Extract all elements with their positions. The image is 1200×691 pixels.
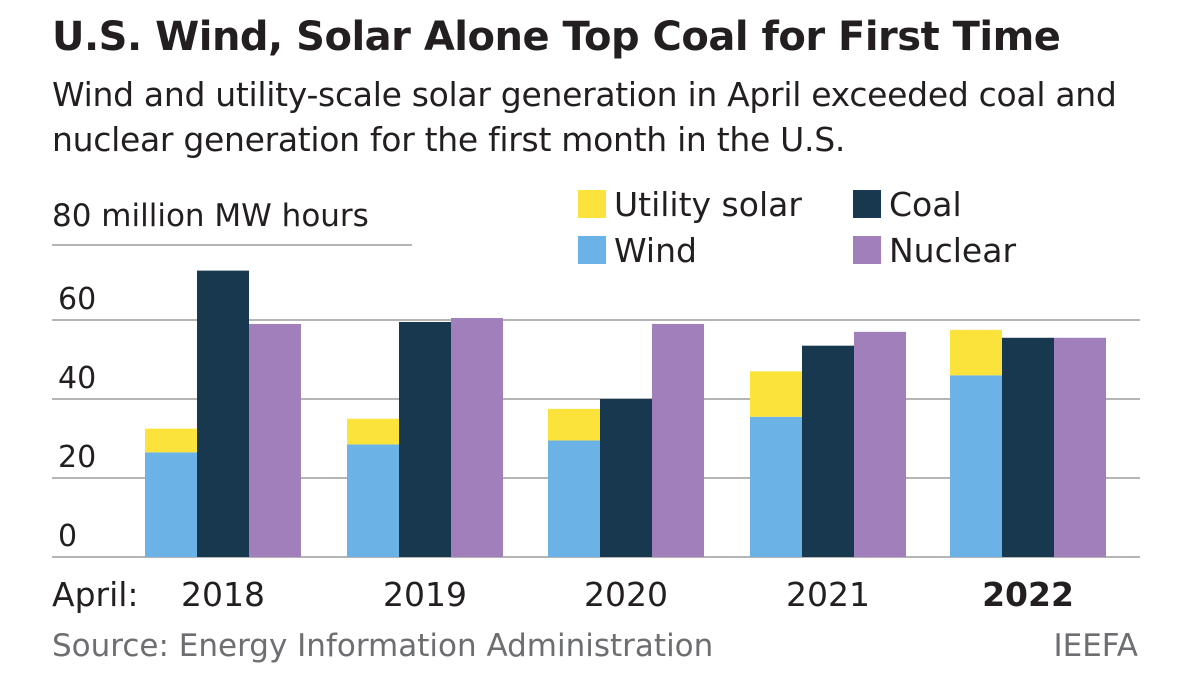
bar-wind-2018 [145, 452, 197, 557]
legend-swatch-solar [578, 190, 606, 218]
y-unit-label: 80 million MW hours [52, 198, 369, 234]
bar-coal-2022 [1002, 337, 1054, 557]
x-axis-prefix: April: [52, 575, 139, 614]
x-tick-label: 2021 [786, 575, 870, 614]
bar-solar-2021 [750, 371, 802, 417]
legend-swatch-coal [853, 190, 881, 218]
chart-subtitle: Wind and utility-scale solar generation … [52, 75, 1117, 159]
bar-wind-2019 [347, 444, 399, 557]
legend-label-solar: Utility solar [614, 185, 802, 224]
bar-solar-2019 [347, 418, 399, 445]
bar-wind-2020 [548, 440, 600, 557]
bar-nuclear-2018 [249, 323, 301, 557]
x-tick-label: 2020 [584, 575, 668, 614]
legend: Utility solar Coal Wind Nuclear [578, 185, 1016, 270]
bar-nuclear-2019 [451, 318, 503, 557]
source-note: Source: Energy Information Administratio… [52, 628, 714, 664]
x-tick-label: 2022 [982, 575, 1074, 614]
legend-swatch-nuclear [853, 236, 881, 264]
x-tick-label: 2019 [383, 575, 467, 614]
y-tick-label: 40 [58, 361, 96, 396]
bar-wind-2022 [950, 375, 1002, 557]
y-tick-label: 0 [58, 519, 77, 554]
legend-swatch-wind [578, 236, 606, 264]
credit-label: IEEFA [1053, 628, 1138, 664]
legend-label-wind: Wind [614, 231, 697, 270]
bar-wind-2021 [750, 416, 802, 557]
bar-nuclear-2022 [1054, 337, 1106, 557]
bar-coal-2018 [197, 270, 249, 557]
x-tick-label: 2018 [181, 575, 265, 614]
legend-label-coal: Coal [889, 185, 962, 224]
bar-solar-2022 [950, 329, 1002, 376]
chart-title: U.S. Wind, Solar Alone Top Coal for Firs… [52, 14, 1061, 60]
bar-nuclear-2021 [854, 331, 906, 557]
axis: 0 20 40 60 80 million MW hours 2018 2019 2020 20… [52, 198, 1074, 614]
bar-coal-2020 [600, 399, 652, 557]
bar-coal-2019 [399, 321, 451, 557]
y-tick-label: 60 [58, 282, 96, 317]
bar-solar-2018 [145, 428, 197, 453]
bar-nuclear-2020 [652, 323, 704, 557]
legend-label-nuclear: Nuclear [889, 231, 1016, 270]
y-tick-label: 20 [58, 440, 96, 475]
bar-coal-2021 [802, 345, 854, 557]
bars [145, 270, 1106, 557]
bar-solar-2020 [548, 408, 600, 441]
